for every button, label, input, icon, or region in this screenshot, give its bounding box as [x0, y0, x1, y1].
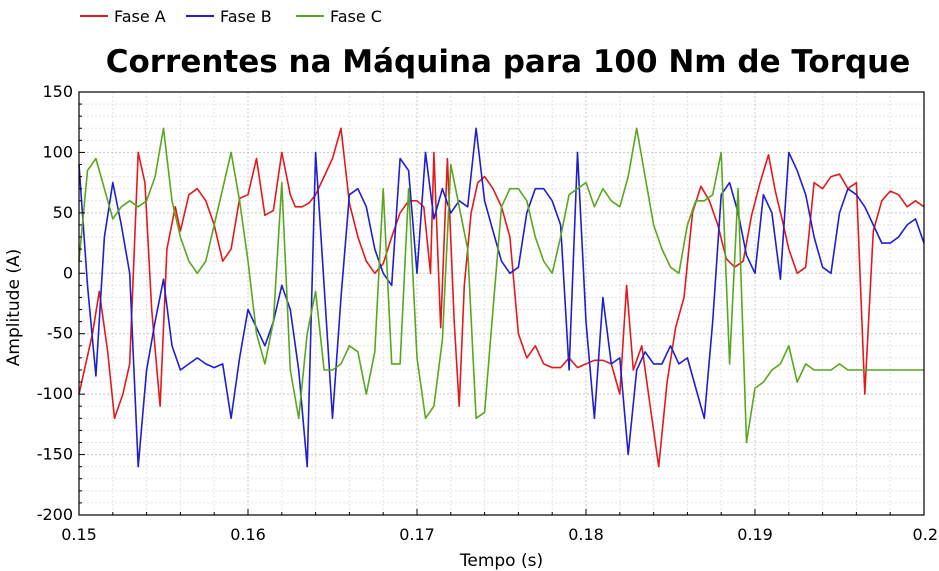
y-tick-label: -150: [37, 445, 73, 464]
x-tick-label: 0.18: [568, 525, 604, 544]
y-tick-label: 150: [42, 82, 73, 101]
legend-label: Fase B: [220, 7, 272, 26]
series-line-fase-b: [78, 127, 925, 468]
x-tick-label: 0.15: [61, 525, 97, 544]
y-axis: 150 100 50 0 -50 -100 -150 -200: [37, 82, 85, 524]
x-tick-label: 0.16: [230, 525, 266, 544]
x-axis: 0.15 0.16 0.17 0.18 0.19 0.2: [61, 509, 938, 544]
series-line-fase-c: [78, 127, 924, 444]
legend: Fase A Fase B Fase C: [80, 7, 382, 26]
y-tick-label: -100: [37, 384, 73, 403]
series-layer: [78, 127, 925, 468]
plot-frame: [78, 91, 925, 516]
series-line-fase-a: [78, 127, 925, 468]
x-tick-label: 0.2: [913, 525, 938, 544]
y-tick-label: 50: [53, 203, 73, 222]
y-tick-label: 100: [42, 142, 73, 161]
x-axis-title: Tempo (s): [459, 551, 543, 571]
y-tick-label: -200: [37, 505, 73, 524]
y-axis-title: Amplitude (A): [4, 249, 24, 366]
legend-label: Fase A: [114, 7, 166, 26]
grid: [78, 91, 925, 516]
x-tick-label: 0.17: [399, 525, 435, 544]
x-tick-label: 0.19: [737, 525, 773, 544]
legend-label: Fase C: [330, 7, 382, 26]
y-tick-label: -50: [47, 324, 73, 343]
chart-title: Correntes na Máquina para 100 Nm de Torq…: [106, 44, 911, 80]
y-tick-label: 0: [63, 263, 73, 282]
